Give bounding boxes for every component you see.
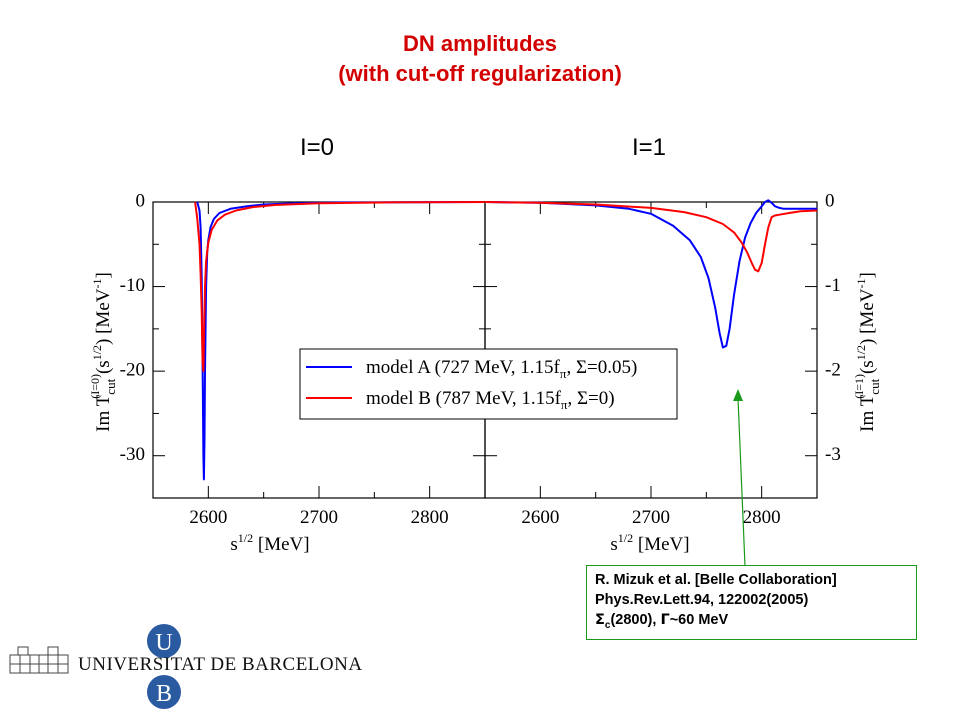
building-illustration bbox=[9, 646, 69, 674]
left-series-model-b bbox=[194, 201, 486, 373]
university-name: UNIVERSITAT DE BARCELONA bbox=[78, 654, 363, 675]
reference-arrow bbox=[733, 389, 746, 567]
right-ylabel: Im Tcut(I=1)(s1/2) [MeV-1] bbox=[852, 272, 882, 432]
sigma-symbol: Σ bbox=[595, 612, 605, 628]
right-xtick-label: 2700 bbox=[632, 507, 670, 528]
gamma-symbol: Γ bbox=[660, 612, 670, 628]
left-ylabel: Im Tcut(I=0)(s1/2) [MeV-1] bbox=[88, 272, 118, 432]
left-series-model-a bbox=[196, 201, 486, 481]
right-ytick-label: -1 bbox=[825, 275, 841, 296]
right-xtick-label: 2600 bbox=[521, 507, 559, 528]
right-panel: 0 -1 -2 -3 2600 2700 2800 bbox=[484, 190, 841, 528]
right-series-model-b bbox=[484, 201, 818, 273]
reference-line-2: Phys.Rev.Lett.94, 122002(2005) bbox=[595, 592, 809, 608]
logo-circle-bottom bbox=[147, 675, 181, 709]
isospin-label-right: I=1 bbox=[632, 134, 667, 161]
reference-state: (2800), bbox=[610, 612, 661, 628]
svg-text:Im Tcut(I=0)(s1/2) [MeV-1]: Im Tcut(I=0)(s1/2) [MeV-1] bbox=[88, 272, 118, 432]
logo-letter-top: U bbox=[155, 630, 172, 656]
left-xlabel: s1/2 [MeV] bbox=[230, 531, 309, 555]
left-ytick-label: 0 bbox=[136, 190, 146, 211]
reference-line-1: R. Mizuk et al. [Belle Collaboration] bbox=[595, 572, 837, 588]
left-ytick-label: -20 bbox=[120, 360, 145, 381]
logo-circle-top bbox=[147, 624, 181, 658]
reference-box: R. Mizuk et al. [Belle Collaboration] Ph… bbox=[586, 565, 917, 640]
right-xtick-label: 2800 bbox=[743, 507, 781, 528]
sigma-subscript: c bbox=[604, 619, 611, 631]
left-xtick-label: 2600 bbox=[189, 507, 227, 528]
right-xlabel: s1/2 [MeV] bbox=[610, 531, 689, 555]
left-ytick-label: -30 bbox=[120, 444, 145, 465]
svg-text:Im Tcut(I=1)(s1/2) [MeV-1]: Im Tcut(I=1)(s1/2) [MeV-1] bbox=[852, 272, 882, 432]
right-ytick-label: -2 bbox=[825, 360, 841, 381]
left-xtick-label: 2700 bbox=[300, 507, 338, 528]
isospin-label-left: I=0 bbox=[300, 134, 335, 161]
title-line-1: DN amplitudes bbox=[402, 31, 558, 56]
left-xtick-label: 2800 bbox=[411, 507, 449, 528]
logo-emblem: U B bbox=[9, 624, 181, 709]
title-line-2: (with cut-off regularization) bbox=[338, 61, 622, 86]
right-ytick-label: -3 bbox=[825, 444, 841, 465]
legend-entry-model-a: model A (727 MeV, 1.15fπ, Σ=0.05) bbox=[366, 357, 637, 381]
reference-line-3: Σc(2800), Γ~60 MeV bbox=[595, 610, 908, 636]
right-ytick-label: 0 bbox=[825, 190, 835, 211]
reference-width: ~60 MeV bbox=[669, 612, 729, 628]
right-series-model-a bbox=[484, 199, 817, 349]
left-ytick-label: -10 bbox=[120, 275, 145, 296]
legend: model A (727 MeV, 1.15fπ, Σ=0.05) model … bbox=[299, 348, 678, 420]
legend-entry-model-b: model B (787 MeV, 1.15fπ, Σ=0) bbox=[366, 388, 615, 412]
logo-letter-bottom: B bbox=[156, 681, 172, 707]
